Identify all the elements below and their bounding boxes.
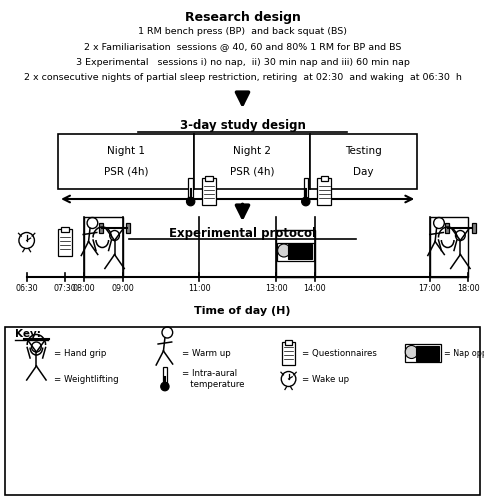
Text: Night 1: Night 1 <box>107 146 145 156</box>
Bar <box>47 334 52 344</box>
Bar <box>58 134 194 189</box>
Circle shape <box>404 346 417 358</box>
Text: Experimental protocol: Experimental protocol <box>168 226 316 239</box>
Bar <box>163 367 166 388</box>
Text: Research design: Research design <box>184 11 300 24</box>
Text: 08:00: 08:00 <box>73 284 95 292</box>
Bar <box>84 216 122 276</box>
Bar <box>99 222 103 232</box>
Text: Key:: Key: <box>15 329 40 339</box>
Text: 2 x consecutive nights of partial sleep restriction, retiring  at 02:30  and wak: 2 x consecutive nights of partial sleep … <box>24 72 460 82</box>
Text: Testing: Testing <box>345 146 381 156</box>
Text: 1 RM bench press (BP)  and back squat (BS): 1 RM bench press (BP) and back squat (BS… <box>138 28 346 36</box>
Bar <box>275 230 314 276</box>
Bar <box>316 178 331 206</box>
Bar <box>303 178 307 203</box>
Text: 09:00: 09:00 <box>111 284 134 292</box>
Text: 18:00: 18:00 <box>456 284 478 292</box>
Bar <box>5 326 479 495</box>
Text: = Hand grip: = Hand grip <box>54 348 106 358</box>
Text: Time of day (H): Time of day (H) <box>194 306 290 316</box>
Bar <box>21 334 25 344</box>
Bar <box>282 342 294 364</box>
Bar <box>205 176 212 182</box>
Bar <box>188 178 193 203</box>
Text: 07:30: 07:30 <box>54 284 76 292</box>
Text: = Warm up: = Warm up <box>182 348 230 358</box>
Text: Night 2: Night 2 <box>233 146 271 156</box>
Text: = Wake up: = Wake up <box>301 374 348 384</box>
Bar <box>404 344 440 362</box>
Text: = Weightlifting: = Weightlifting <box>54 374 119 384</box>
Circle shape <box>301 197 309 206</box>
Bar <box>276 242 313 260</box>
Bar <box>470 222 475 232</box>
Text: 3-day study design: 3-day study design <box>179 119 305 132</box>
Text: = Questionnaires: = Questionnaires <box>301 348 376 358</box>
Bar <box>61 228 69 232</box>
Text: PSR (4h): PSR (4h) <box>104 166 148 176</box>
Bar <box>444 222 448 232</box>
Bar <box>125 222 130 232</box>
Circle shape <box>277 244 289 257</box>
Bar <box>287 244 311 259</box>
Text: 13:00: 13:00 <box>264 284 287 292</box>
Bar <box>194 134 310 189</box>
Text: 3 Experimental   sessions i) no nap,  ii) 30 min nap and iii) 60 min nap: 3 Experimental sessions i) no nap, ii) 3… <box>76 58 408 66</box>
Bar <box>320 176 327 182</box>
Text: = Nap opportunity: = Nap opportunity <box>443 348 484 358</box>
Text: 11:00: 11:00 <box>188 284 210 292</box>
Circle shape <box>186 197 195 206</box>
Bar <box>415 346 439 360</box>
Text: 17:00: 17:00 <box>417 284 440 292</box>
Text: 2 x Familiarisation  sessions @ 40, 60 and 80% 1 RM for BP and BS: 2 x Familiarisation sessions @ 40, 60 an… <box>84 42 400 51</box>
Bar <box>201 178 216 206</box>
Text: 06:30: 06:30 <box>15 284 38 292</box>
Text: = Intra-aural
   temperature: = Intra-aural temperature <box>182 370 244 388</box>
Bar <box>310 134 416 189</box>
Text: Day: Day <box>353 166 373 176</box>
Circle shape <box>160 382 169 391</box>
Bar <box>285 340 291 345</box>
Text: PSR (4h): PSR (4h) <box>229 166 274 176</box>
Bar <box>58 229 72 256</box>
Text: 14:00: 14:00 <box>302 284 325 292</box>
Bar <box>429 216 467 276</box>
